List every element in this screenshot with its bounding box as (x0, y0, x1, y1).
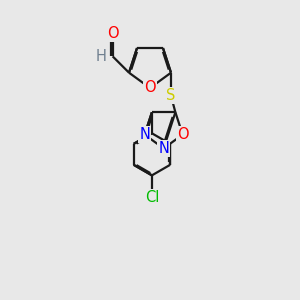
Text: O: O (144, 80, 156, 95)
Text: N: N (139, 127, 150, 142)
Text: O: O (107, 26, 118, 41)
Text: Cl: Cl (145, 190, 159, 206)
Text: N: N (158, 141, 169, 156)
Text: H: H (96, 49, 106, 64)
Text: O: O (177, 127, 188, 142)
Text: S: S (166, 88, 176, 103)
